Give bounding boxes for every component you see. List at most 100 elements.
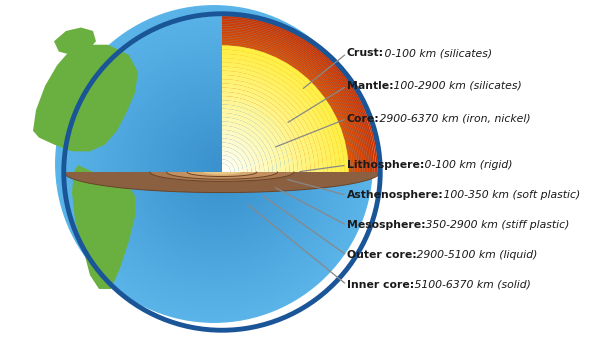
- Wedge shape: [222, 88, 306, 172]
- Wedge shape: [222, 79, 315, 172]
- Wedge shape: [222, 58, 336, 172]
- Wedge shape: [222, 62, 332, 172]
- Text: 100-2900 km (silicates): 100-2900 km (silicates): [390, 81, 522, 91]
- Wedge shape: [222, 74, 320, 172]
- Wedge shape: [222, 82, 313, 172]
- Wedge shape: [222, 105, 290, 172]
- Wedge shape: [222, 92, 302, 172]
- Wedge shape: [222, 28, 366, 172]
- Circle shape: [73, 22, 357, 307]
- Wedge shape: [222, 52, 343, 172]
- Text: 5100-6370 km (solid): 5100-6370 km (solid): [411, 280, 530, 290]
- Circle shape: [89, 39, 342, 292]
- Polygon shape: [187, 172, 257, 176]
- Wedge shape: [222, 62, 332, 172]
- Wedge shape: [222, 52, 342, 172]
- Wedge shape: [222, 65, 329, 172]
- Circle shape: [59, 9, 370, 320]
- Wedge shape: [222, 70, 324, 172]
- Wedge shape: [222, 113, 281, 172]
- Wedge shape: [222, 88, 306, 172]
- Wedge shape: [222, 75, 319, 172]
- Wedge shape: [222, 67, 327, 172]
- Wedge shape: [222, 45, 349, 172]
- Wedge shape: [222, 77, 317, 172]
- Wedge shape: [222, 73, 321, 172]
- Wedge shape: [222, 71, 323, 172]
- Wedge shape: [222, 50, 344, 172]
- Wedge shape: [222, 85, 309, 172]
- Circle shape: [103, 53, 329, 280]
- Wedge shape: [222, 48, 346, 172]
- Wedge shape: [222, 56, 338, 172]
- Wedge shape: [222, 75, 319, 172]
- Wedge shape: [222, 58, 336, 172]
- Wedge shape: [222, 163, 230, 172]
- Circle shape: [214, 164, 230, 180]
- Wedge shape: [222, 90, 304, 172]
- Circle shape: [153, 103, 284, 235]
- Circle shape: [211, 161, 232, 182]
- Circle shape: [208, 158, 235, 184]
- Wedge shape: [222, 66, 328, 172]
- Text: 0-100 km (silicates): 0-100 km (silicates): [380, 48, 492, 58]
- Wedge shape: [222, 100, 294, 172]
- Wedge shape: [222, 20, 374, 172]
- Wedge shape: [222, 92, 302, 172]
- Wedge shape: [222, 97, 298, 172]
- Text: Asthenosphere:: Asthenosphere:: [347, 190, 443, 201]
- Circle shape: [139, 89, 297, 247]
- Wedge shape: [222, 62, 332, 172]
- Circle shape: [181, 130, 260, 209]
- Circle shape: [191, 141, 250, 200]
- Wedge shape: [222, 79, 314, 172]
- Circle shape: [95, 45, 337, 287]
- Polygon shape: [33, 45, 138, 151]
- Circle shape: [133, 83, 302, 252]
- Circle shape: [200, 150, 242, 192]
- Circle shape: [56, 6, 372, 322]
- Circle shape: [128, 78, 307, 257]
- Text: 2900-5100 km (liquid): 2900-5100 km (liquid): [413, 250, 538, 260]
- Polygon shape: [64, 172, 380, 193]
- Text: Crust:: Crust:: [347, 48, 384, 58]
- Wedge shape: [222, 47, 347, 172]
- Wedge shape: [222, 50, 344, 172]
- Wedge shape: [222, 87, 307, 172]
- Wedge shape: [222, 96, 298, 172]
- Circle shape: [97, 47, 335, 285]
- Wedge shape: [222, 126, 268, 172]
- Circle shape: [197, 147, 245, 195]
- Wedge shape: [222, 54, 340, 172]
- Polygon shape: [72, 165, 135, 289]
- Wedge shape: [222, 63, 331, 172]
- Circle shape: [61, 11, 367, 317]
- Wedge shape: [222, 50, 344, 172]
- Wedge shape: [222, 41, 353, 172]
- Wedge shape: [222, 71, 323, 172]
- Wedge shape: [222, 65, 329, 172]
- Text: 2900-6370 km (iron, nickel): 2900-6370 km (iron, nickel): [376, 114, 531, 124]
- Wedge shape: [222, 18, 376, 172]
- Circle shape: [147, 97, 290, 240]
- Wedge shape: [222, 97, 297, 172]
- Wedge shape: [222, 81, 313, 172]
- Wedge shape: [222, 55, 339, 172]
- Circle shape: [158, 108, 280, 229]
- Circle shape: [205, 155, 237, 187]
- Circle shape: [203, 153, 239, 190]
- Text: Mantle:: Mantle:: [347, 81, 394, 91]
- Wedge shape: [222, 51, 343, 172]
- Wedge shape: [222, 75, 319, 172]
- Circle shape: [78, 28, 352, 302]
- Circle shape: [164, 114, 275, 225]
- Wedge shape: [222, 138, 256, 172]
- Circle shape: [92, 42, 340, 290]
- Circle shape: [169, 119, 269, 219]
- Wedge shape: [222, 73, 321, 172]
- Wedge shape: [222, 36, 358, 172]
- Circle shape: [131, 80, 305, 255]
- Wedge shape: [222, 89, 305, 172]
- Circle shape: [64, 14, 365, 315]
- Wedge shape: [222, 80, 314, 172]
